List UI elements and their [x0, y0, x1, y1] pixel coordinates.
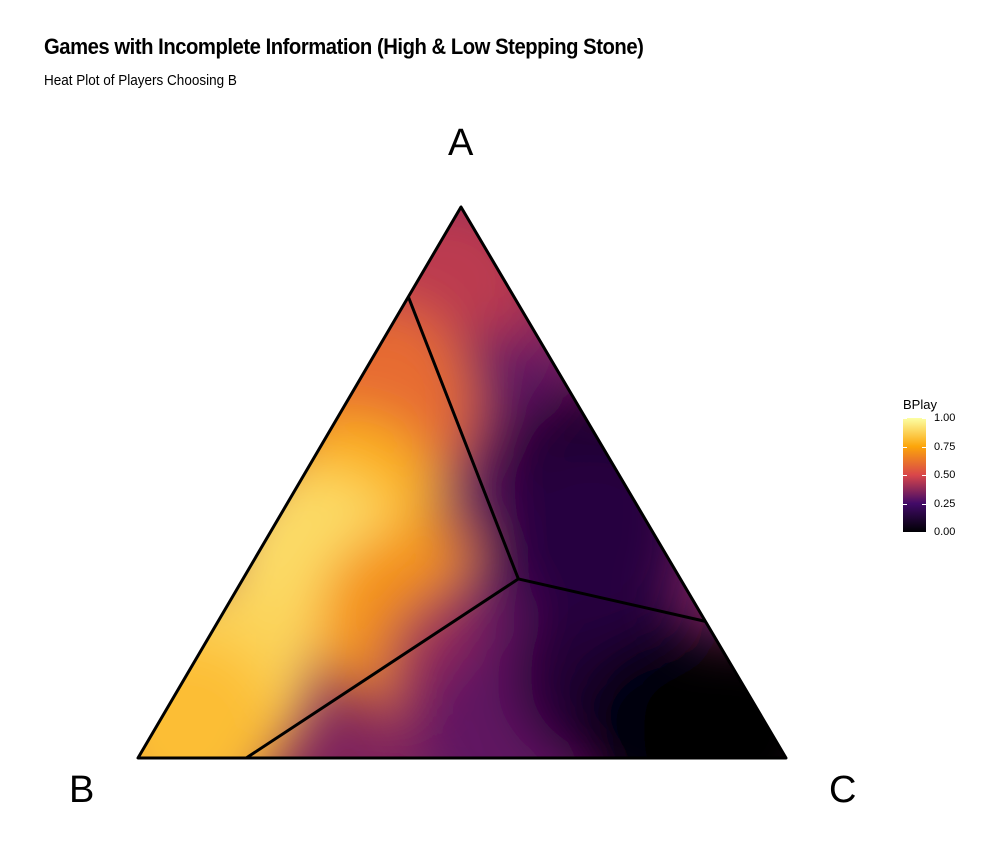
region-boundary-0	[406, 296, 520, 580]
legend-tick-label: 0.00	[934, 526, 956, 538]
legend: BPlay 1.00 0.75 0.50 0.25 0.00	[903, 397, 963, 538]
vertex-label-a: A	[448, 122, 474, 164]
legend-tick-mark	[922, 475, 926, 476]
region-boundary-1	[245, 577, 520, 760]
legend-tick-label: 1.00	[934, 412, 956, 424]
legend-tick-label: 0.50	[934, 469, 956, 481]
legend-tick-mark	[922, 503, 926, 505]
legend-tick-label: 0.75	[934, 440, 956, 453]
legend-tick-mark	[922, 418, 926, 419]
triangle-outline	[136, 205, 788, 760]
heat-surface	[138, 207, 786, 758]
heat-sample-14	[642, 635, 786, 758]
legend-title: BPlay	[903, 397, 937, 412]
vertex-label-c: C	[829, 769, 857, 811]
heat-sample-7	[138, 635, 282, 758]
legend-colorbar	[903, 418, 926, 532]
vertex-label-b: B	[69, 769, 95, 811]
legend-tick-mark	[903, 503, 907, 505]
legend-tick-mark	[903, 532, 907, 533]
legend-tick-mark	[903, 446, 907, 448]
legend-colorbar-wrap: 1.00 0.75 0.50 0.25 0.00	[903, 412, 963, 538]
region-boundary-2	[518, 577, 706, 623]
legend-tick-mark	[903, 418, 907, 419]
legend-tick-mark	[922, 532, 926, 533]
chart-subtitle: Heat Plot of Players Choosing B	[44, 72, 237, 89]
legend-tick-mark	[922, 446, 926, 448]
chart-title: Games with Incomplete Information (High …	[44, 34, 644, 59]
legend-tick-label: 0.25	[934, 497, 956, 510]
legend-tick-mark	[903, 475, 907, 476]
